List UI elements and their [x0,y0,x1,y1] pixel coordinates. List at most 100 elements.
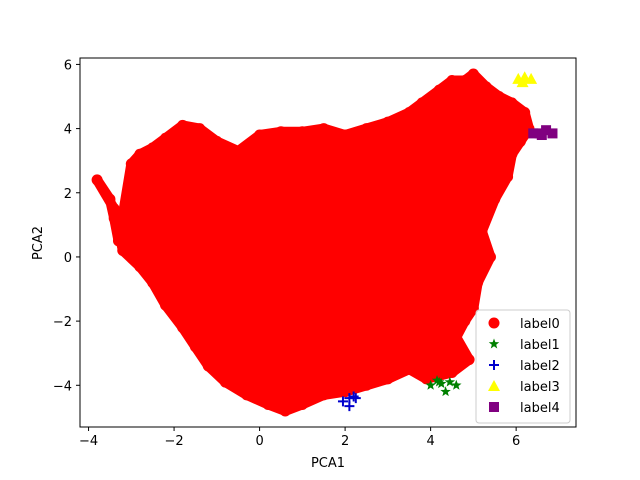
x-tick-label: 6 [512,434,520,449]
label0-point [160,299,172,311]
y-tick-label: 2 [64,187,72,202]
y-tick-label: −4 [53,379,72,394]
y-axis: −4 −2 0 2 4 6 [53,58,80,394]
label1-point [425,379,436,390]
label0-point [177,119,189,131]
label0-point [189,341,201,353]
label0-point [476,225,488,237]
label1-point [444,376,456,387]
legend-label-label4: label4 [520,401,560,416]
y-tick-label: 4 [64,123,72,138]
label0-point [296,126,308,138]
label0-point [339,129,351,141]
label0-point [416,97,428,109]
label0-point [262,399,274,411]
label1-legend-marker [488,338,500,349]
label0-point [318,389,330,401]
label0-point [211,135,223,147]
y-tick-label: −2 [53,315,72,330]
label0-point [450,331,462,343]
label4-point [547,128,558,139]
label0-point [519,107,531,119]
label0-point [382,373,394,385]
label0-point [382,116,394,128]
y-tick-label: 6 [64,58,72,73]
label0-point [147,142,159,154]
label3-point [516,76,529,88]
label0-point [472,277,484,289]
legend-label-label0: label0 [520,317,560,332]
label1-point [431,374,443,385]
y-axis-label: PCA2 [31,226,46,260]
label0-point [489,193,501,205]
legend: label0 label1 label2 label3 label4 [475,309,571,424]
label0-point [147,277,159,289]
label0-point [108,203,120,215]
legend-label-label3: label3 [520,380,560,395]
label1-point [440,386,451,397]
label0-point [177,322,189,334]
label0-point [403,107,415,119]
label0-point [502,171,514,183]
label0-point [202,360,214,372]
label0-point [480,81,492,93]
label0-point [254,129,266,141]
label2-point [350,393,361,404]
label3-legend-marker [488,380,500,391]
label4-legend-marker [489,402,499,412]
label0-point [484,251,496,263]
label0-point [459,315,471,327]
label0-point [339,386,351,398]
legend-label-label1: label1 [520,338,560,353]
label2-point [344,401,355,412]
label2-point [337,396,348,407]
label0-point [160,132,172,144]
label0-point [134,148,146,160]
label0-point [108,212,120,224]
label0-point [403,363,415,375]
label0-point [446,366,458,378]
label0-point [463,354,475,366]
label0-point [433,84,445,96]
legend-box [475,309,571,424]
label0-point [219,376,231,388]
label2-point [348,391,359,402]
label0-point [514,135,526,147]
label0-point [420,373,432,385]
label0-point [91,174,103,186]
label0-point [493,91,505,103]
label1-point [451,379,462,390]
label0-point [296,399,308,411]
label0-point [194,123,206,135]
label0-point [112,235,124,247]
label0-legend-marker [488,317,500,329]
x-axis-label: PCA1 [311,456,345,471]
label0-point [506,148,518,160]
label0-point [104,193,116,205]
label0-point [506,97,518,109]
x-tick-label: 0 [255,434,263,449]
label0-point [275,126,287,138]
label1-point [433,376,445,387]
label0-point [241,389,253,401]
label0-point [117,245,129,257]
label0-point [279,405,291,417]
label2-legend-marker [489,360,499,370]
label0-point [459,74,471,86]
axes-frame [79,57,577,428]
label4-point [536,130,547,141]
x-tick-label: 2 [341,434,349,449]
x-tick-label: 4 [426,434,434,449]
label0-point [446,74,458,86]
x-axis: −4 −2 0 2 4 6 [79,427,520,449]
x-tick-label: −4 [79,434,98,449]
label0-point [232,145,244,157]
x-tick-label: −2 [164,434,183,449]
label0-point [360,379,372,391]
label0-point [134,261,146,273]
label0-point [125,158,137,170]
label0-point [360,123,372,135]
y-tick-label: 0 [64,251,72,266]
plot-points [91,68,558,417]
